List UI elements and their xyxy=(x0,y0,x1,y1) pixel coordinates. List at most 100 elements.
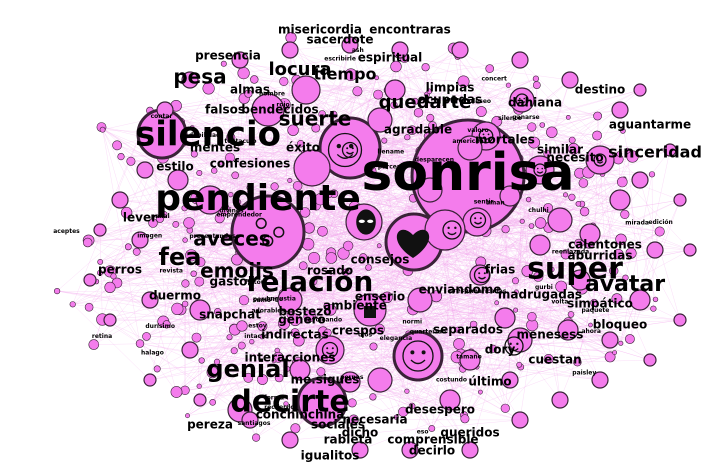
graph-node xyxy=(565,115,571,120)
large-word-label: avatar xyxy=(585,272,665,297)
graph-node xyxy=(528,136,540,149)
graph-node xyxy=(398,406,409,417)
graph-edge xyxy=(464,149,671,419)
graph-node xyxy=(189,125,195,130)
graph-node xyxy=(190,270,197,277)
graph-edge xyxy=(196,231,323,338)
medium-word-label: perros xyxy=(98,263,142,277)
graph-node xyxy=(494,307,516,329)
graph-edge xyxy=(102,319,291,441)
graph-edge xyxy=(88,307,251,421)
graph-edge xyxy=(462,230,486,369)
graph-node xyxy=(475,106,487,117)
graph-edge xyxy=(175,105,317,207)
graph-node xyxy=(546,126,558,138)
graph-node xyxy=(318,110,327,118)
graph-node xyxy=(612,350,617,355)
graph-node xyxy=(367,367,393,393)
mouth-tongue-icon xyxy=(402,340,434,372)
small-word-label: concert xyxy=(481,75,507,82)
graph-node xyxy=(404,388,410,394)
graph-edge xyxy=(244,98,591,326)
graph-node xyxy=(625,334,635,344)
graph-node xyxy=(457,135,483,161)
graph-node xyxy=(112,140,122,151)
graph-node xyxy=(573,358,582,367)
graph-node xyxy=(500,403,510,413)
graph-node xyxy=(347,398,357,408)
graph-edge xyxy=(96,281,177,393)
graph-edge xyxy=(463,81,519,110)
medium-word-label: crespos xyxy=(332,324,384,338)
stars-icon xyxy=(255,217,285,247)
small-word-label: elegancia xyxy=(380,335,412,342)
graph-node xyxy=(195,185,225,215)
large-word-label: aveces xyxy=(193,227,270,251)
graph-edge xyxy=(180,121,313,169)
graph-node xyxy=(562,192,568,198)
small-word-label: santiagos xyxy=(238,420,271,427)
graph-node xyxy=(590,298,599,307)
small-word-label: faltou xyxy=(245,279,265,286)
graph-node xyxy=(298,261,308,271)
small-word-label: retina xyxy=(92,333,112,340)
graph-edge xyxy=(297,185,521,368)
skull-icon xyxy=(473,266,491,284)
graph-node xyxy=(654,226,665,237)
graph-node xyxy=(344,68,358,81)
graph-node xyxy=(652,296,659,303)
graph-node xyxy=(426,113,435,122)
graph-node xyxy=(391,41,409,59)
large-word-label: sonrisa xyxy=(361,143,574,203)
graph-node xyxy=(292,181,303,191)
graph-node xyxy=(532,75,540,82)
graph-node xyxy=(181,205,188,212)
graph-node xyxy=(135,339,145,348)
small-word-label: tamaño xyxy=(456,353,482,360)
graph-edge xyxy=(143,125,516,311)
graph-node xyxy=(311,123,321,133)
graph-node xyxy=(578,178,589,188)
small-word-label: rojo xyxy=(276,101,289,108)
graph-node xyxy=(120,206,133,219)
graph-edge xyxy=(192,89,396,128)
graph-node xyxy=(593,111,602,121)
medium-word-label: ocupadas xyxy=(418,93,482,107)
graph-edge xyxy=(176,117,431,393)
medium-word-label: queridos xyxy=(440,426,499,440)
graph-edge xyxy=(651,174,654,309)
small-word-label: imagen xyxy=(137,232,162,239)
large-word-label: silencio xyxy=(135,115,281,155)
graph-node xyxy=(117,153,125,161)
graph-node xyxy=(579,223,601,245)
medium-word-label: frias xyxy=(485,263,516,277)
medium-word-label: indirectas xyxy=(261,328,329,342)
graph-edge xyxy=(217,311,301,371)
medium-word-label: gastos xyxy=(210,275,255,289)
medium-word-label: pereza xyxy=(187,418,233,432)
graph-edge xyxy=(303,170,366,245)
graph-node xyxy=(351,441,369,459)
graph-edge xyxy=(161,133,414,199)
graph-node xyxy=(369,393,377,401)
graph-node xyxy=(611,101,629,119)
graph-edge xyxy=(163,214,324,332)
graph-node xyxy=(270,182,279,191)
medium-word-label: necesaria xyxy=(342,413,407,427)
graph-edge xyxy=(321,286,562,403)
graph-edge xyxy=(581,231,660,290)
graph-node xyxy=(384,79,406,101)
graph-node xyxy=(209,398,216,406)
graph-edge xyxy=(189,319,681,351)
graph-node xyxy=(141,291,159,309)
graph-node xyxy=(673,193,687,207)
large-word-label: locura xyxy=(268,59,331,80)
graph-edge xyxy=(319,343,621,414)
graph-node xyxy=(616,151,623,157)
graph-node xyxy=(153,365,161,373)
small-word-label: revista xyxy=(159,268,182,275)
graph-edge xyxy=(102,129,194,274)
label-layer: ambiente consejos separados indirectas madru… xyxy=(53,23,702,463)
graph-node xyxy=(172,220,180,228)
graph-edge xyxy=(348,245,552,270)
